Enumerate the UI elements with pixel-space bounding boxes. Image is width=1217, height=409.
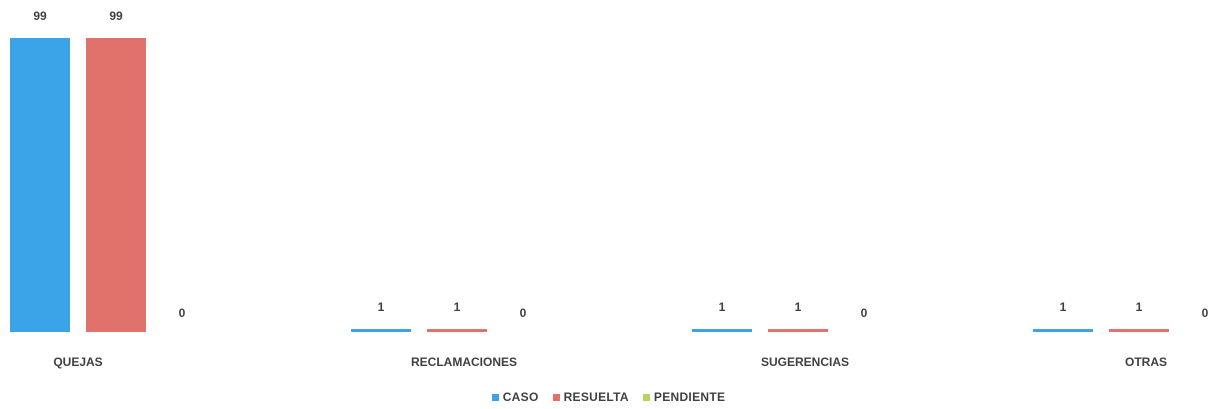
value-label-caso-otras: 1 bbox=[1060, 300, 1067, 314]
bars-group bbox=[10, 38, 1169, 332]
value-label-pendiente-sugerencias: 0 bbox=[861, 306, 868, 320]
legend-swatch-pendiente bbox=[642, 393, 650, 401]
value-label-caso-quejas: 99 bbox=[33, 9, 47, 23]
category-label-sugerencias: SUGERENCIAS bbox=[761, 355, 849, 369]
value-label-caso-sugerencias: 1 bbox=[719, 300, 726, 314]
legend-item-resuelta: RESUELTA bbox=[552, 390, 629, 404]
bar-caso-quejas bbox=[10, 38, 70, 332]
legend-item-caso: CASO bbox=[491, 390, 539, 404]
value-labels-group: 99 99 0 1 1 0 1 1 0 1 1 0 bbox=[33, 9, 1208, 320]
value-label-resuelta-reclamaciones: 1 bbox=[454, 300, 461, 314]
bar-caso-otras bbox=[1033, 329, 1093, 332]
legend-item-pendiente: PENDIENTE bbox=[642, 390, 726, 404]
legend-swatch-caso bbox=[491, 393, 499, 401]
bar-caso-reclamaciones bbox=[351, 329, 411, 332]
category-labels-group: QUEJAS RECLAMACIONES SUGERENCIAS OTRAS bbox=[53, 355, 1167, 369]
legend-label-pendiente: PENDIENTE bbox=[653, 390, 726, 404]
bar-resuelta-sugerencias bbox=[768, 329, 828, 332]
bar-caso-sugerencias bbox=[692, 329, 752, 332]
value-label-pendiente-quejas: 0 bbox=[179, 306, 186, 320]
category-label-quejas: QUEJAS bbox=[53, 355, 102, 369]
category-label-otras: OTRAS bbox=[1125, 355, 1167, 369]
value-label-resuelta-quejas: 99 bbox=[109, 9, 123, 23]
legend-label-resuelta: RESUELTA bbox=[563, 390, 629, 404]
category-label-reclamaciones: RECLAMACIONES bbox=[411, 355, 517, 369]
value-label-resuelta-sugerencias: 1 bbox=[795, 300, 802, 314]
value-label-pendiente-reclamaciones: 0 bbox=[520, 306, 527, 320]
value-label-resuelta-otras: 1 bbox=[1136, 300, 1143, 314]
bar-resuelta-reclamaciones bbox=[427, 329, 487, 332]
legend: CASO RESUELTA PENDIENTE bbox=[0, 390, 1217, 404]
legend-swatch-resuelta bbox=[552, 393, 560, 401]
value-label-caso-reclamaciones: 1 bbox=[378, 300, 385, 314]
bar-resuelta-quejas bbox=[86, 38, 146, 332]
bar-resuelta-otras bbox=[1109, 329, 1169, 332]
legend-label-caso: CASO bbox=[502, 390, 539, 404]
value-label-pendiente-otras: 0 bbox=[1202, 306, 1209, 320]
